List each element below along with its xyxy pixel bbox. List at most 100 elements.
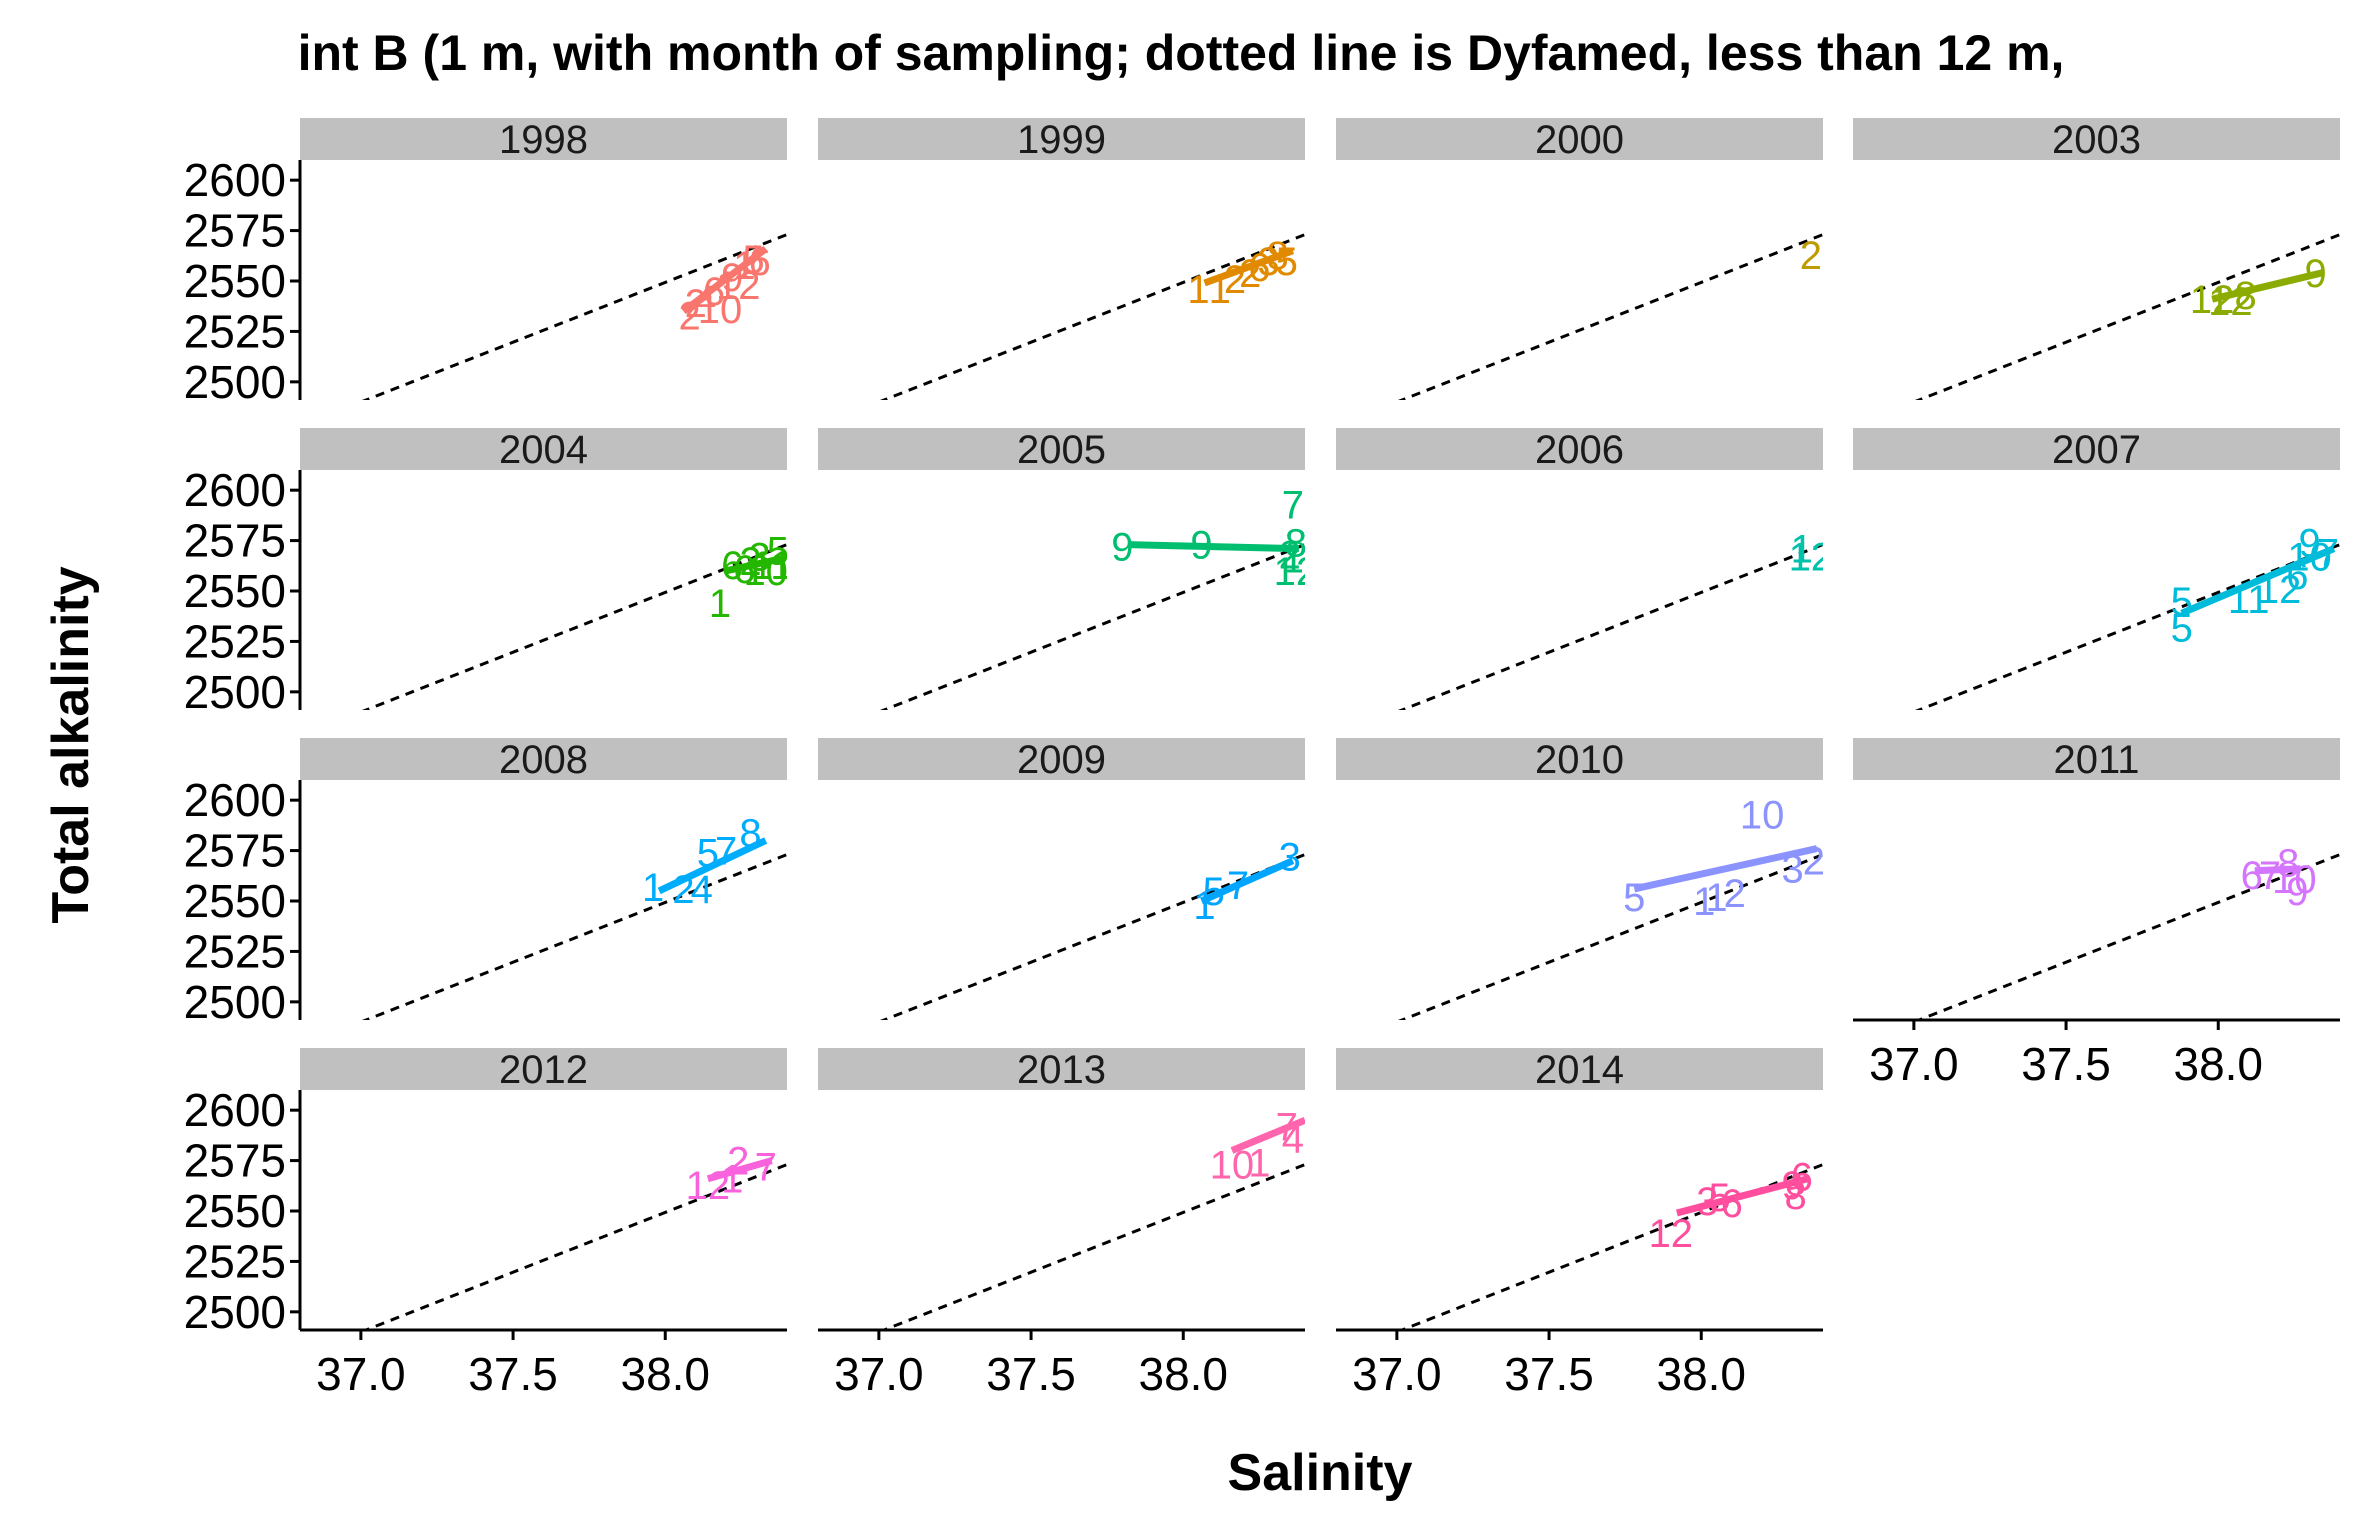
month-point-label: 6 bbox=[1248, 246, 1270, 290]
month-point-label: 7 bbox=[755, 1146, 777, 1190]
regression-line bbox=[2211, 269, 2323, 303]
month-point-label: 5 bbox=[2171, 580, 2193, 624]
month-point-label: 7 bbox=[2317, 532, 2339, 576]
month-point-label: 6 bbox=[2286, 554, 2308, 598]
y-tick-label: 2600 bbox=[184, 1084, 286, 1136]
x-tick-label: 37.5 bbox=[468, 1348, 558, 1400]
y-tick-label: 2575 bbox=[184, 1135, 286, 1187]
month-point-label: 1 bbox=[1282, 538, 1304, 582]
month-point-label: 1 bbox=[733, 244, 755, 288]
month-point-label: 1 bbox=[1187, 268, 1209, 312]
y-tick-label: 2550 bbox=[184, 1185, 286, 1237]
month-point-label: 1 bbox=[721, 1158, 743, 1202]
facet-strip bbox=[1853, 118, 2340, 160]
facet-panel-2000: 2000 2 bbox=[1336, 118, 1823, 400]
regression-line bbox=[706, 1157, 773, 1183]
month-point-label: 10 bbox=[1740, 793, 1785, 837]
month-point-label: 9 bbox=[1781, 1164, 1803, 1208]
month-point-label: 6 bbox=[748, 240, 770, 284]
facet-strip-label: 2006 bbox=[1535, 428, 1624, 472]
x-tick-label: 38.0 bbox=[1138, 1348, 1228, 1400]
month-point-label: 2 bbox=[1800, 234, 1822, 278]
regression-line bbox=[681, 245, 768, 315]
facet-panel-2009: 2009 15 73 bbox=[818, 738, 1305, 1020]
x-tick-label: 37.5 bbox=[1504, 1348, 1594, 1400]
month-point-label: 2 bbox=[678, 294, 700, 338]
month-point-label: 3 bbox=[1696, 1180, 1718, 1224]
month-point-label: 8 bbox=[1266, 234, 1288, 278]
month-point-label: 9 bbox=[2286, 870, 2308, 914]
y-tick-label: 2500 bbox=[184, 976, 286, 1028]
month-point-label: 12 bbox=[2208, 280, 2253, 324]
month-point-label: 1 bbox=[1791, 528, 1813, 572]
month-point-label: 2 bbox=[672, 868, 694, 912]
facet-strip bbox=[300, 428, 787, 470]
x-tick-label: 38.0 bbox=[1656, 1348, 1746, 1400]
month-point-label: 5 bbox=[1276, 240, 1298, 284]
month-point-label: 3 bbox=[748, 536, 770, 580]
regression-line bbox=[725, 555, 782, 575]
facet-strip-label: 2011 bbox=[2053, 738, 2139, 782]
month-point-label: 2 bbox=[739, 540, 761, 584]
regression-line bbox=[657, 837, 768, 895]
x-tick-label: 37.0 bbox=[834, 1348, 924, 1400]
regression-line bbox=[1230, 1117, 1305, 1154]
facet-panel-2006: 2006 112 bbox=[1336, 428, 1823, 710]
month-point-label: 3 bbox=[1279, 836, 1301, 880]
facet-strip bbox=[1853, 428, 2340, 470]
month-point-label: 1 bbox=[1705, 876, 1727, 920]
month-point-label: 5 bbox=[697, 832, 719, 876]
facet-strip-label: 2009 bbox=[1017, 738, 1106, 782]
dyfamed-reference-line bbox=[1397, 542, 1823, 710]
month-point-label: 9 bbox=[2298, 522, 2320, 566]
dyfamed-reference-line bbox=[879, 542, 1305, 710]
month-point-label: 2 bbox=[1724, 872, 1746, 916]
dyfamed-reference-line bbox=[1914, 232, 2340, 400]
month-point-label: 7 bbox=[1227, 864, 1249, 908]
month-point-label: 10 bbox=[2287, 536, 2332, 580]
facet-strip bbox=[300, 118, 787, 160]
facet-strip-label: 2008 bbox=[499, 738, 588, 782]
facet-strip-label: 2004 bbox=[499, 428, 588, 472]
month-point-label: 1 bbox=[642, 866, 664, 910]
month-point-label: 9 bbox=[721, 256, 743, 300]
x-tick-label: 37.5 bbox=[2021, 1038, 2111, 1090]
month-point-label: 11 bbox=[2228, 578, 2270, 622]
x-tick-label: 37.0 bbox=[316, 1348, 406, 1400]
month-point-label: 12 bbox=[1274, 550, 1319, 594]
month-point-label: 12 bbox=[686, 1164, 731, 1208]
regression-line bbox=[1128, 541, 1299, 553]
y-tick-label: 2550 bbox=[184, 875, 286, 927]
x-tick-label: 37.5 bbox=[986, 1348, 1076, 1400]
month-point-label: 1 bbox=[1193, 884, 1215, 928]
regression-line bbox=[1676, 1175, 1809, 1217]
regression-line bbox=[1200, 857, 1295, 905]
facet-strip bbox=[1336, 738, 1823, 780]
regression-line bbox=[2180, 545, 2336, 617]
month-point-label: 4 bbox=[691, 868, 713, 912]
dyfamed-reference-line bbox=[1397, 232, 1823, 400]
y-tick-label: 2525 bbox=[184, 925, 286, 977]
month-point-label: 12 bbox=[1649, 1212, 1694, 1256]
month-point-label: 8 bbox=[2277, 842, 2299, 886]
month-point-label: 7 bbox=[2259, 854, 2281, 898]
month-point-label: 1 bbox=[1248, 1142, 1270, 1186]
x-tick-label: 37.0 bbox=[1352, 1348, 1442, 1400]
month-point-label: 12 bbox=[716, 264, 761, 308]
month-point-label: 2 bbox=[1803, 840, 1825, 884]
